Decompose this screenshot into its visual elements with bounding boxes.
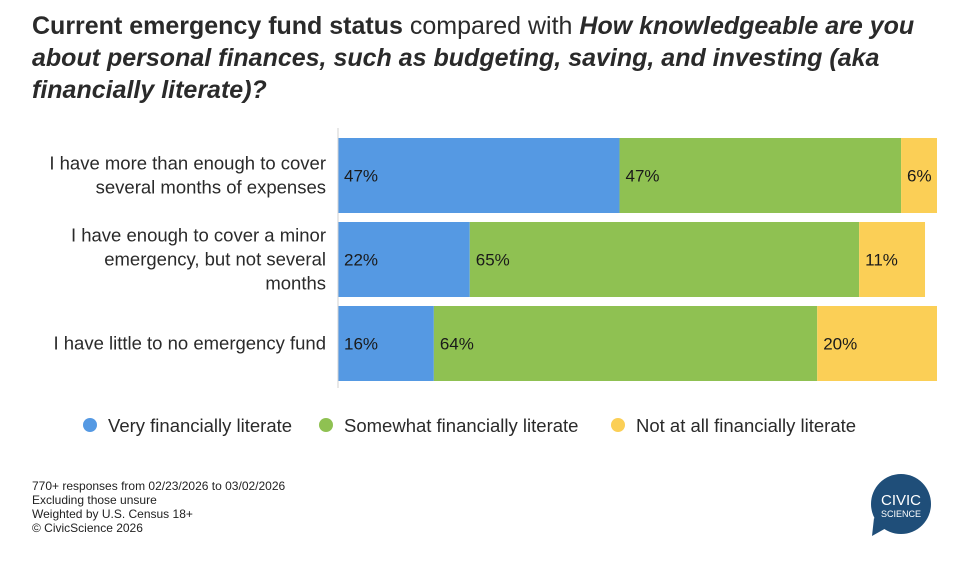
data-label: 11% <box>865 251 898 270</box>
footnote-copyright: © CivicScience 2026 <box>32 521 143 535</box>
data-label: 16% <box>344 335 378 354</box>
civicscience-logo: CIVIC SCIENCE <box>871 474 931 536</box>
data-label: 65% <box>476 251 510 270</box>
legend-marker <box>83 418 97 432</box>
chart-title: Current emergency fund status compared w… <box>32 10 942 106</box>
data-label: 47% <box>344 167 378 186</box>
bar-segment-2-2 <box>469 222 860 297</box>
data-label: 64% <box>440 335 474 354</box>
data-label: 22% <box>344 251 378 270</box>
bar-segment-1-2 <box>619 138 902 213</box>
title-question: How knowledgeable are you about personal… <box>32 12 915 104</box>
footnote-weighting: Weighted by U.S. Census 18+ <box>32 507 193 521</box>
category-label: I have enough to cover a minor <box>71 225 326 246</box>
bar-segment-1-1 <box>338 138 620 213</box>
legend-label: Very financially literate <box>108 415 292 436</box>
category-label: several months of expenses <box>96 177 326 198</box>
data-label: 47% <box>626 167 660 186</box>
footnotes: 770+ responses from 02/23/2026 to 03/02/… <box>32 479 285 535</box>
bar-segment-3-3 <box>817 306 937 381</box>
logo-text-civic: CIVIC <box>881 492 921 509</box>
legend-marker <box>319 418 333 432</box>
title-metric: Current emergency fund status <box>32 12 403 40</box>
legend-label: Somewhat financially literate <box>344 415 578 436</box>
bar-segment-1-3 <box>901 138 937 213</box>
legend-label: Not at all financially literate <box>636 415 856 436</box>
category-label: I have more than enough to cover <box>49 153 326 174</box>
category-label: I have little to no emergency fund <box>53 333 326 354</box>
footnote-responses: 770+ responses from 02/23/2026 to 03/02/… <box>32 479 286 493</box>
footnote-exclusion: Excluding those unsure <box>32 493 157 507</box>
bar-segment-2-3 <box>859 222 926 297</box>
data-label: 20% <box>823 335 857 354</box>
stacked-bar-chart: 47% 47% 6% I have more than enough to cover… <box>49 128 937 436</box>
category-label: months <box>265 273 326 294</box>
bar-segment-3-1 <box>338 306 434 381</box>
logo-text-science: SCIENCE <box>881 509 921 519</box>
bar-segment-3-2 <box>433 306 818 381</box>
title-connector: compared with <box>402 12 580 40</box>
category-label: emergency, but not several <box>104 249 326 270</box>
data-label: 6% <box>907 167 932 186</box>
legend-marker <box>611 418 625 432</box>
bar-segment-2-1 <box>338 222 470 297</box>
